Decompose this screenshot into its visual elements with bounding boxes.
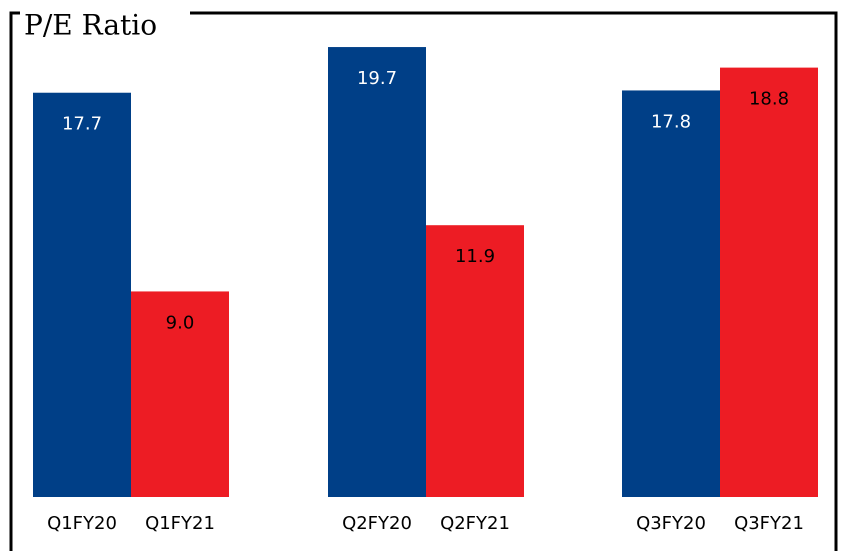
- bar: [131, 291, 229, 497]
- x-tick-label: Q3FY20: [636, 513, 706, 534]
- x-tick-label: Q1FY21: [145, 513, 215, 534]
- value-label: 17.7: [62, 114, 102, 135]
- value-label: 17.8: [651, 111, 691, 132]
- value-label: 9.0: [166, 312, 195, 333]
- bar: [328, 47, 426, 497]
- bar: [622, 90, 720, 497]
- x-tick-label: Q2FY21: [440, 513, 510, 534]
- x-tick-label: Q1FY20: [47, 513, 117, 534]
- value-label: 19.7: [357, 68, 397, 89]
- chart-title: P/E Ratio: [24, 9, 157, 42]
- x-tick-label: Q2FY20: [342, 513, 412, 534]
- value-label: 11.9: [455, 246, 495, 267]
- x-tick-label: Q3FY21: [734, 513, 804, 534]
- title-backdrop: [20, 0, 190, 40]
- bar: [33, 92, 131, 498]
- value-label: 18.8: [749, 89, 789, 110]
- frame: [9, 11, 838, 551]
- bar: [720, 67, 818, 497]
- bar: [426, 225, 524, 498]
